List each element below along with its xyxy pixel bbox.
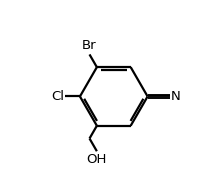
Text: N: N: [171, 90, 181, 103]
Text: OH: OH: [87, 153, 107, 166]
Text: Cl: Cl: [52, 90, 65, 103]
Text: Br: Br: [81, 39, 96, 52]
